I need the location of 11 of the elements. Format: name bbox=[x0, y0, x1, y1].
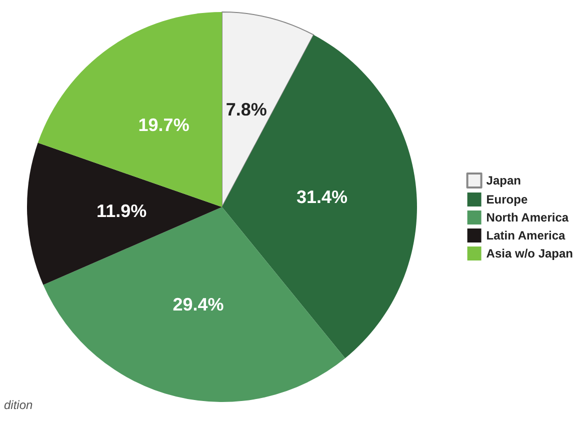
data-label: 19.7% bbox=[138, 115, 190, 136]
legend-label: Asia w/o Japan bbox=[486, 246, 574, 260]
legend-label: North America bbox=[486, 210, 569, 224]
legend-label: Japan bbox=[486, 174, 521, 188]
legend-label: Latin America bbox=[486, 228, 566, 242]
legend-label: Europe bbox=[486, 192, 528, 206]
data-label: 7.8% bbox=[226, 99, 267, 120]
data-label: 29.4% bbox=[172, 294, 224, 315]
data-label: 31.4% bbox=[296, 187, 348, 208]
text: dition bbox=[4, 398, 34, 412]
data-label: 11.9% bbox=[96, 200, 147, 221]
